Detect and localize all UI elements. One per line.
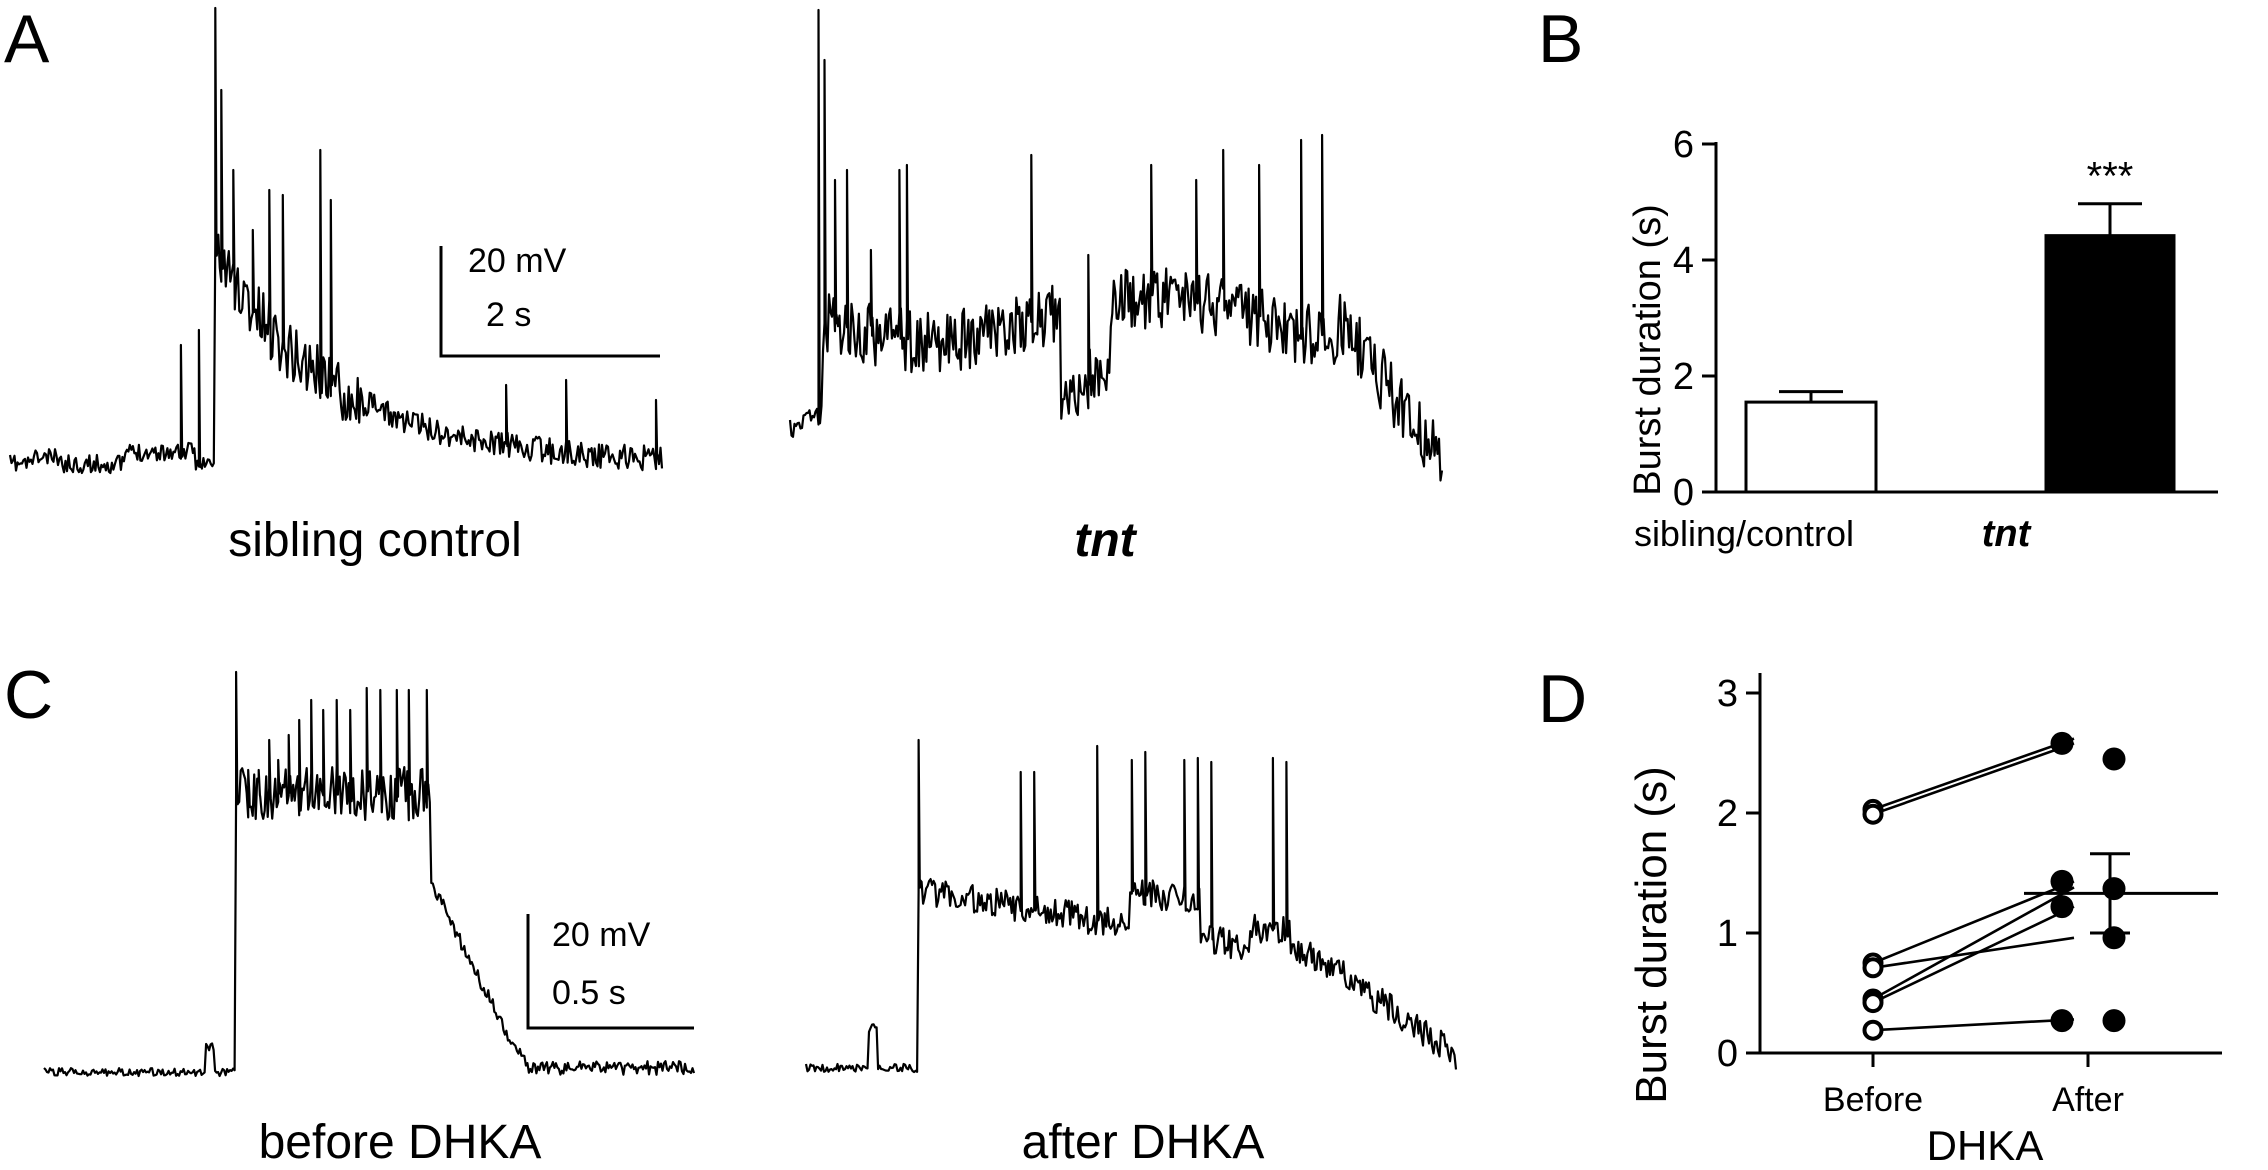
panel-d-y-tick-label: 3 [1717, 673, 1738, 715]
panel-d-axes: 0 1 2 3 [1717, 673, 2222, 1075]
panel-b-y-tick-label: 0 [1673, 472, 1694, 514]
scale-voltage-a: 20 mV [468, 242, 567, 280]
trace-before-dhka [43, 670, 696, 1078]
panel-c: 20 mV 0.5 s before DHKA after DHKA [43, 670, 1458, 1169]
panel-d-pair-line-5 [1872, 905, 2075, 1004]
panel-d-y-tick-label: 2 [1717, 793, 1738, 835]
panel-b-ylabel: Burst duration (s) [1627, 204, 1669, 495]
panel-d-after-point-6 [2050, 1009, 2074, 1033]
panel-d-xlabel: DHKA [1927, 1122, 2044, 1169]
panel-d-ylabel: Burst duration (s) [1627, 766, 1676, 1103]
scale-time-c: 0.5 s [552, 974, 626, 1012]
panel-b-category-tnt: tnt [1982, 513, 2032, 555]
panel-d-after-point-4 [2050, 895, 2074, 919]
panel-d-after-point-2 [2050, 869, 2074, 893]
label-after-dhka: after DHKA [1022, 1116, 1265, 1169]
panel-d-y-tick-label: 1 [1717, 913, 1738, 955]
panel-d-y-tick-label: 0 [1717, 1033, 1738, 1075]
panel-d-after-point-0 [2050, 731, 2074, 755]
panel-a: 20 mV 2 s sibling control tnt [8, 6, 1444, 567]
panel-b-chart: 0 2 4 6 *** Burst duration (s) sibling/cont… [1627, 124, 2218, 555]
panel-d-pair-line-6 [1872, 1018, 2075, 1032]
panel-b-bars: *** [1744, 155, 2176, 494]
panel-d-pair-line-2 [1872, 880, 2075, 965]
panel-d-before-point-5 [1862, 992, 1884, 1014]
scale-bar-c [526, 914, 694, 1030]
panel-letter-d: D [1538, 661, 1587, 737]
panel-b-bar-1 [2044, 234, 2176, 494]
panel-letter-c: C [4, 657, 53, 733]
panel-d-before-point-6 [1862, 1019, 1884, 1041]
panel-d-pair-line-4 [1872, 886, 2075, 1001]
panel-d-category-before: Before [1823, 1081, 1923, 1119]
panel-d-marks [1862, 731, 2218, 1041]
trace-tnt [788, 8, 1444, 482]
panel-letter-a: A [4, 1, 50, 77]
panel-d-after-point-1 [2102, 747, 2126, 771]
panel-b-y-tick-label: 4 [1673, 240, 1694, 282]
panel-letter-b: B [1538, 1, 1583, 77]
panel-b-significance-1: *** [2087, 155, 2134, 199]
scale-time-a: 2 s [486, 296, 531, 334]
trace-sibling-control [8, 6, 664, 475]
panel-d-after-point-7 [2102, 1009, 2126, 1033]
label-sibling-control: sibling control [228, 514, 521, 567]
panel-d-pair-line-3 [1872, 936, 2075, 970]
trace-after-dhka [804, 738, 1458, 1074]
panel-d-chart: 0 1 2 3 Burst duration (s) Before After DHK… [1627, 673, 2222, 1169]
panel-b-category-sibling-control: sibling/control [1634, 513, 1854, 554]
panel-d-category-after: After [2052, 1081, 2124, 1119]
panel-d-pair-line-1 [1872, 742, 2075, 816]
scale-voltage-c: 20 mV [552, 916, 651, 954]
panel-d-after-point-5 [2102, 926, 2126, 950]
label-before-dhka: before DHKA [259, 1116, 542, 1169]
panel-d-before-point-1 [1862, 803, 1884, 825]
panel-b-y-tick-label: 6 [1673, 124, 1694, 166]
panel-d-before-point-3 [1862, 957, 1884, 979]
label-tnt: tnt [1074, 514, 1137, 567]
panel-d-pair-line-0 [1872, 737, 2075, 811]
panel-b-bar-0 [1744, 400, 1878, 494]
panel-b-y-tick-label: 2 [1673, 356, 1694, 398]
scale-bar-a [439, 246, 660, 358]
panel-d-after-point-3 [2102, 877, 2126, 901]
